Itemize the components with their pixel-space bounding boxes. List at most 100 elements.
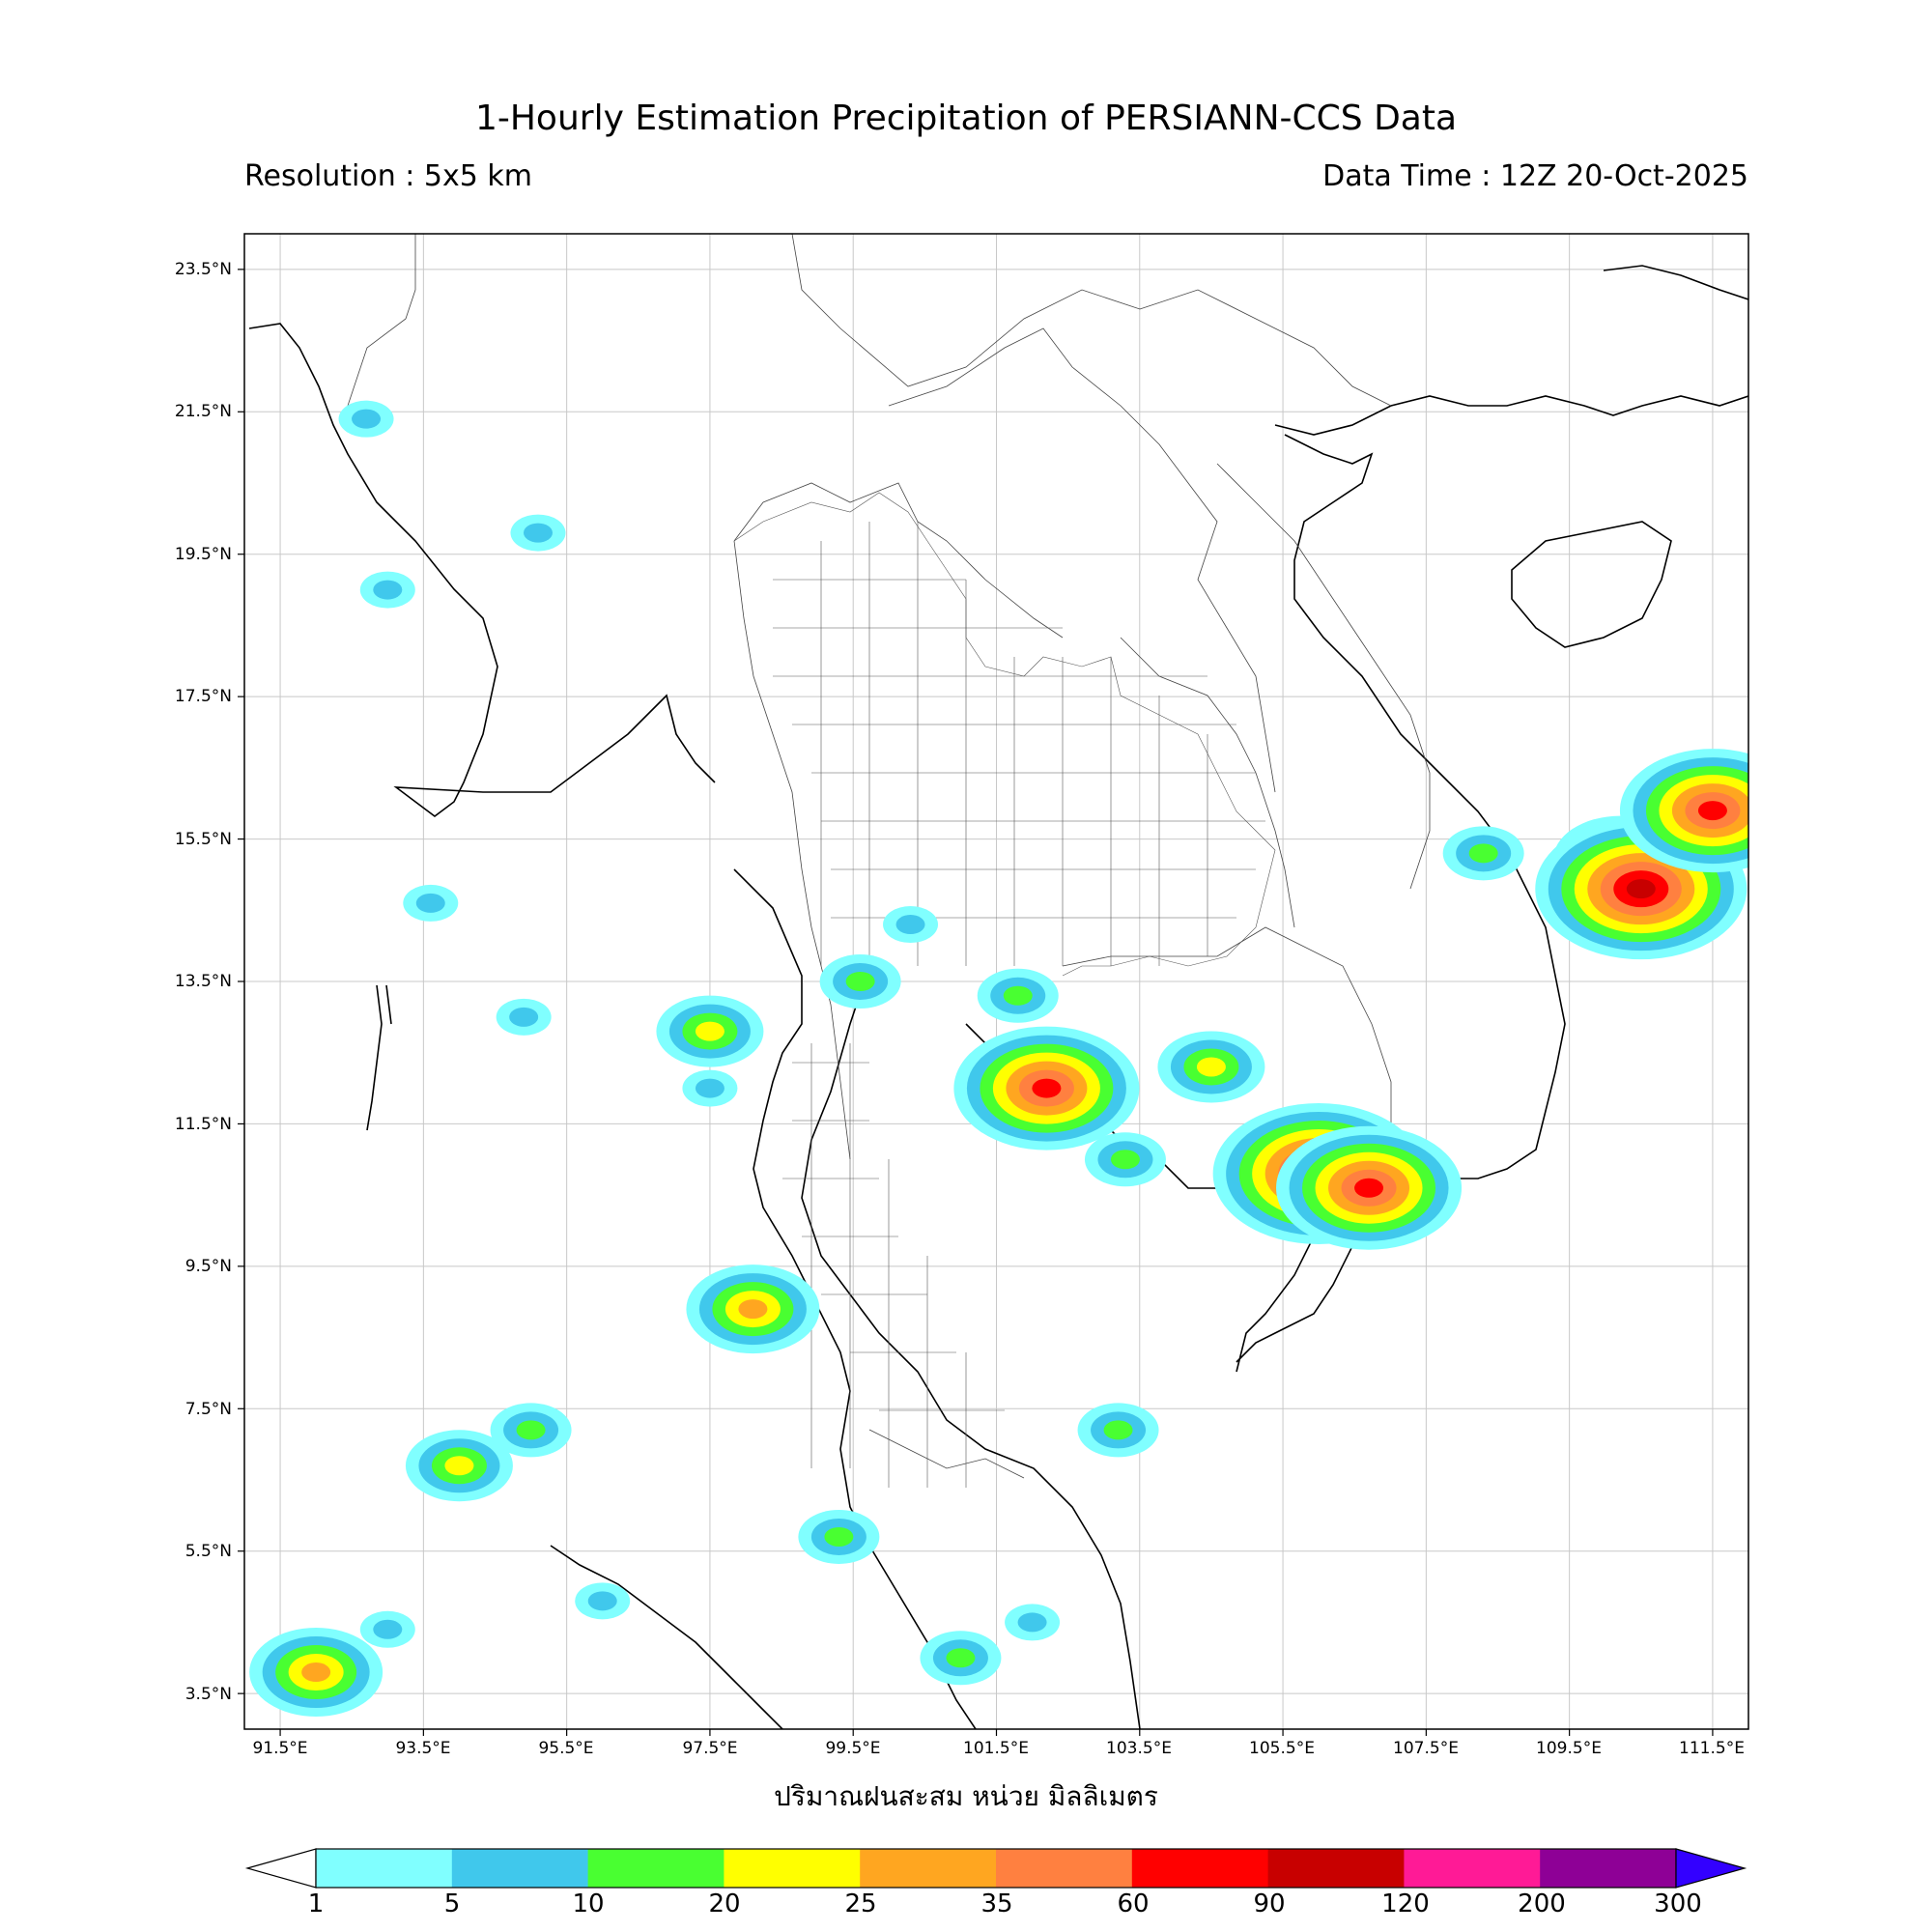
colorbar-level-label: 5 [443, 1889, 461, 1918]
lat-tick-label: 13.5°N [174, 972, 232, 991]
border-vietnam-laos [1216, 463, 1431, 890]
province-grid-2 [820, 522, 1208, 966]
precip-contour [1103, 1420, 1133, 1440]
precip-contour [695, 1078, 724, 1098]
map-area [244, 234, 1748, 1729]
lat-tick-label: 19.5°N [174, 545, 232, 564]
colorbar-level-label: 1 [307, 1889, 325, 1918]
lon-tick-label: 109.5°E [1536, 1739, 1602, 1758]
coastline-andaman-islands [366, 984, 392, 1131]
precip-contour [373, 580, 403, 600]
border-thailand-myanmar [733, 540, 851, 1160]
lon-tick-label: 99.5°E [825, 1739, 881, 1758]
precip-contour [1354, 1178, 1384, 1198]
coastline-thailand-peninsula [801, 965, 1141, 1729]
precip-cell [953, 1026, 1140, 1151]
precip-contour [1697, 801, 1727, 821]
precip-contour [1626, 879, 1656, 899]
colorbar-level-label: 10 [572, 1889, 605, 1918]
precip-contour [516, 1420, 546, 1440]
precip-cell [682, 1069, 738, 1107]
precip-cell [496, 998, 552, 1036]
precip-contour [738, 1299, 768, 1320]
colorbar-segment [996, 1849, 1133, 1888]
precip-contour [845, 972, 875, 991]
precip-contour [695, 1021, 724, 1041]
lon-tick-label: 95.5°E [538, 1739, 594, 1758]
precip-cell [920, 1631, 1002, 1686]
precip-cell [249, 1628, 384, 1718]
precip-contour [1468, 843, 1498, 864]
x-axis-label: ปริมาณฝนสะสม หน่วย มิลลิเมตร [774, 1780, 1158, 1812]
precip-cell [1084, 1132, 1166, 1187]
colorbar-over-triangle [1675, 1848, 1747, 1889]
border-laos [888, 327, 1276, 793]
precip-contour [301, 1662, 331, 1683]
lat-tick-label: 17.5°N [174, 687, 232, 706]
lon-tick-label: 91.5°E [252, 1739, 308, 1758]
coastline-thailand-gulf [733, 868, 977, 1729]
precip-cell [359, 571, 415, 609]
colorbar-segment [1267, 1849, 1405, 1888]
lon-tick-label: 101.5°E [963, 1739, 1029, 1758]
precip-contour [1017, 1612, 1047, 1633]
resolution-label: Resolution : 5x5 km [244, 159, 532, 193]
precip-cell [1276, 1125, 1463, 1250]
lon-tick-label: 107.5°E [1393, 1739, 1459, 1758]
precip-cell [656, 995, 764, 1067]
colorbar-segment [1540, 1849, 1677, 1888]
lat-tick-label: 7.5°N [185, 1400, 232, 1419]
precip-contour [373, 1619, 403, 1639]
precip-cell [1619, 749, 1748, 873]
precip-contour [509, 1007, 539, 1027]
coastlines [248, 265, 1748, 1729]
data-time-label: Data Time : 12Z 20-Oct-2025 [1322, 159, 1748, 193]
lat-tick-label: 21.5°N [174, 402, 232, 421]
precip-contour [1196, 1057, 1226, 1077]
precip-cell [1442, 826, 1524, 881]
lat-tick-label: 3.5°N [185, 1685, 232, 1704]
coastline-china-south [1274, 395, 1748, 436]
border-myanmar-india [347, 234, 416, 407]
tick-marks [238, 269, 1714, 1736]
precip-cell [1157, 1031, 1265, 1103]
precip-contour [824, 1526, 854, 1547]
colorbar-segment [860, 1849, 997, 1888]
precip-cell [883, 906, 939, 944]
colorbar-segment [1131, 1849, 1269, 1888]
precip-contour [895, 915, 925, 935]
precip-cell [819, 954, 901, 1009]
province-outline-north [733, 492, 1276, 977]
lat-tick-label: 11.5°N [174, 1115, 232, 1134]
colorbar-segment [587, 1849, 724, 1888]
precip-cell [977, 968, 1059, 1023]
lon-tick-label: 93.5°E [395, 1739, 451, 1758]
border-thailand-laos-east [1120, 637, 1295, 928]
precip-cell [359, 1610, 415, 1648]
colorbar-level-label: 20 [708, 1889, 741, 1918]
colorbar-segment [1404, 1849, 1541, 1888]
precip-cell [575, 1582, 631, 1620]
colorbar-level-label: 200 [1518, 1889, 1566, 1918]
precip-cell [1077, 1403, 1159, 1458]
colorbar-level-label: 25 [844, 1889, 877, 1918]
thailand-provinces [733, 492, 1276, 1488]
colorbar-level-label: 120 [1381, 1889, 1430, 1918]
colorbar-level-label: 60 [1117, 1889, 1150, 1918]
precip-contour [587, 1591, 617, 1611]
lat-tick-label: 23.5°N [174, 260, 232, 279]
province-grid-1 [773, 579, 1265, 919]
chart-title: 1-Hourly Estimation Precipitation of PER… [474, 99, 1458, 138]
precip-cell [403, 884, 459, 922]
borders [347, 234, 1431, 1479]
lon-tick-label: 103.5°E [1106, 1739, 1172, 1758]
precip-cell [490, 1403, 572, 1458]
precip-cell [1005, 1604, 1061, 1641]
colorbar-segment [451, 1849, 589, 1888]
precip-contour [1003, 985, 1033, 1006]
precipitation-layer [249, 400, 1748, 1718]
lon-tick-label: 111.5°E [1679, 1739, 1745, 1758]
border-china [791, 234, 1392, 407]
province-grid-south [782, 1043, 1005, 1488]
